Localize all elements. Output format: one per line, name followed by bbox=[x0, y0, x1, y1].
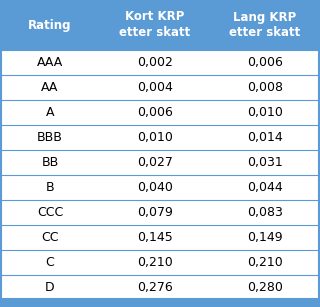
Bar bbox=[0, 50, 320, 75]
Text: B: B bbox=[46, 181, 54, 194]
Text: 0,276: 0,276 bbox=[137, 281, 173, 294]
Text: AAA: AAA bbox=[37, 56, 63, 69]
Bar bbox=[0, 200, 320, 225]
Text: 0,210: 0,210 bbox=[137, 256, 173, 269]
Text: 0,010: 0,010 bbox=[247, 106, 283, 119]
Text: 0,010: 0,010 bbox=[137, 131, 173, 144]
Text: AA: AA bbox=[41, 81, 59, 94]
Bar bbox=[0, 175, 320, 200]
Text: 0,027: 0,027 bbox=[137, 156, 173, 169]
Text: 0,006: 0,006 bbox=[247, 56, 283, 69]
Text: A: A bbox=[46, 106, 54, 119]
Text: 0,008: 0,008 bbox=[247, 81, 283, 94]
Text: Lang KRP
etter skatt: Lang KRP etter skatt bbox=[229, 10, 300, 40]
Text: 0,031: 0,031 bbox=[247, 156, 283, 169]
Bar bbox=[0, 125, 320, 150]
Bar bbox=[0, 75, 320, 100]
Text: 0,014: 0,014 bbox=[247, 131, 283, 144]
Text: 0,083: 0,083 bbox=[247, 206, 283, 219]
Text: CCC: CCC bbox=[37, 206, 63, 219]
Bar bbox=[0, 0, 320, 50]
Text: 0,002: 0,002 bbox=[137, 56, 173, 69]
Text: 0,044: 0,044 bbox=[247, 181, 283, 194]
Text: BB: BB bbox=[41, 156, 59, 169]
Text: 0,079: 0,079 bbox=[137, 206, 173, 219]
Text: 0,004: 0,004 bbox=[137, 81, 173, 94]
Text: 0,145: 0,145 bbox=[137, 231, 173, 244]
Text: BBB: BBB bbox=[37, 131, 63, 144]
Text: 0,210: 0,210 bbox=[247, 256, 283, 269]
Text: CC: CC bbox=[41, 231, 59, 244]
Bar bbox=[0, 225, 320, 250]
Text: Rating: Rating bbox=[28, 18, 72, 32]
Text: C: C bbox=[46, 256, 54, 269]
Bar bbox=[0, 100, 320, 125]
Bar bbox=[0, 275, 320, 300]
Text: 0,006: 0,006 bbox=[137, 106, 173, 119]
Text: D: D bbox=[45, 281, 55, 294]
Text: 0,040: 0,040 bbox=[137, 181, 173, 194]
Bar bbox=[0, 150, 320, 175]
Text: 0,149: 0,149 bbox=[247, 231, 283, 244]
Bar bbox=[0, 250, 320, 275]
Text: Kort KRP
etter skatt: Kort KRP etter skatt bbox=[119, 10, 191, 40]
Text: 0,280: 0,280 bbox=[247, 281, 283, 294]
